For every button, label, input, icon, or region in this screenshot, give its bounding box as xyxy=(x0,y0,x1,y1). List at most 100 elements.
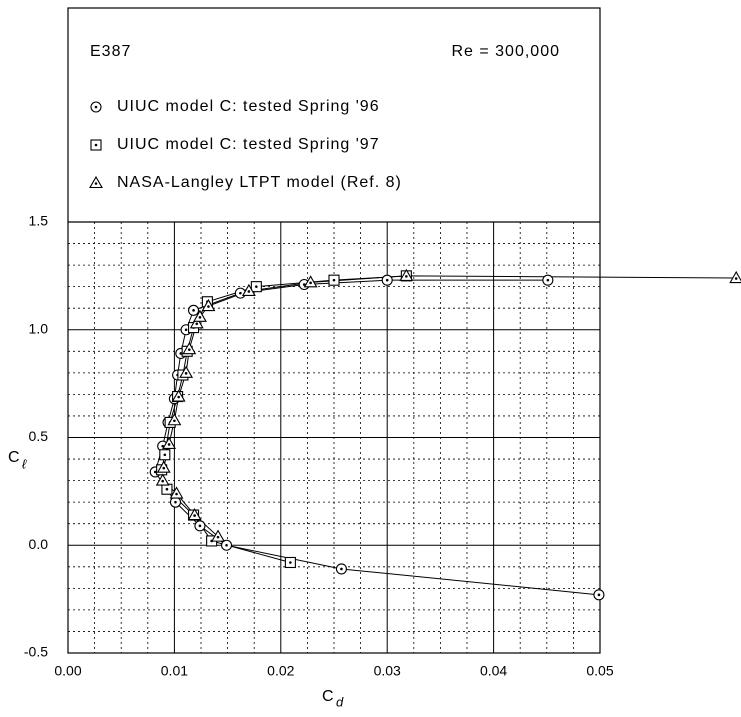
marker xyxy=(179,365,194,378)
legend-entry: NASA-Langley LTPT model (Ref. 8) xyxy=(89,174,402,191)
marker-dot xyxy=(193,514,196,517)
x-tick-label: 0.04 xyxy=(480,663,507,679)
marker xyxy=(188,304,200,316)
marker xyxy=(162,436,177,450)
marker-dot xyxy=(734,277,738,280)
marker-shape xyxy=(729,270,741,284)
marker xyxy=(171,389,186,402)
marker-dot xyxy=(167,443,171,446)
marker xyxy=(284,556,296,569)
reynolds-number: Re = 300,000 xyxy=(451,43,560,60)
marker-dot xyxy=(184,328,188,332)
y-label-main: C xyxy=(8,449,21,466)
marker xyxy=(399,268,414,281)
x-tick-label: 0.01 xyxy=(161,663,188,679)
y-tick-label: 1.5 xyxy=(29,213,49,229)
x-tick-label: 0.00 xyxy=(54,663,81,679)
legend-entry: UIUC model C: tested Spring '97 xyxy=(90,136,380,153)
marker xyxy=(220,539,233,551)
marker xyxy=(250,281,262,293)
grid xyxy=(67,221,601,654)
marker-dot xyxy=(174,500,177,504)
marker xyxy=(593,589,605,601)
y-axis-label: C ℓ xyxy=(8,449,27,471)
x-label-sub: d xyxy=(336,694,344,709)
x-tick-label: 0.02 xyxy=(267,663,294,679)
marker xyxy=(159,449,171,461)
marker-dot xyxy=(405,275,408,278)
marker xyxy=(241,283,256,297)
marker-dot xyxy=(94,143,98,147)
marker-dot xyxy=(216,535,220,539)
marker-dot xyxy=(239,291,242,295)
x-label-main: C xyxy=(322,688,335,705)
marker-dot xyxy=(94,105,98,109)
marker xyxy=(192,309,207,322)
marker-dot xyxy=(173,419,176,423)
marker xyxy=(303,275,318,288)
marker-dot xyxy=(161,479,164,483)
series-line xyxy=(162,275,737,537)
marker-dot xyxy=(179,352,183,355)
marker-dot xyxy=(187,348,191,351)
y-tick-label: 1.0 xyxy=(29,320,49,336)
marker-dot xyxy=(153,470,157,474)
marker-dot xyxy=(340,567,343,571)
y-tick-label: 0.5 xyxy=(29,428,49,444)
marker xyxy=(169,486,184,499)
marker xyxy=(90,139,102,151)
marker xyxy=(89,175,103,189)
marker xyxy=(156,460,171,473)
marker-dot xyxy=(309,281,312,285)
y-tick-label: 0.0 xyxy=(29,536,49,552)
marker-dot xyxy=(546,278,550,282)
marker xyxy=(155,473,170,486)
marker-dot xyxy=(207,305,210,308)
marker-dot xyxy=(161,444,164,448)
marker-dot xyxy=(184,372,188,375)
marker-dot xyxy=(165,487,169,491)
marker xyxy=(381,274,393,286)
marker-dot xyxy=(198,316,202,319)
marker-dot xyxy=(192,309,195,312)
marker xyxy=(167,413,182,426)
marker-dot xyxy=(385,278,389,282)
legend-label: UIUC model C: tested Spring '97 xyxy=(117,136,380,153)
y-tick-label: -0.5 xyxy=(24,644,48,660)
marker-dot xyxy=(175,492,178,496)
marker xyxy=(328,274,340,286)
marker xyxy=(201,298,216,312)
x-tick-label: 0.05 xyxy=(586,663,613,679)
marker xyxy=(169,496,182,508)
marker xyxy=(211,529,225,542)
marker-dot xyxy=(302,283,306,286)
marker xyxy=(194,520,206,532)
marker xyxy=(161,483,173,495)
x-axis-label: C d xyxy=(322,688,344,709)
legend-entry: UIUC model C: tested Spring '96 xyxy=(90,98,380,115)
legend-label: NASA-Langley LTPT model (Ref. 8) xyxy=(117,174,402,191)
marker-dot xyxy=(332,278,336,282)
marker xyxy=(189,316,204,329)
marker xyxy=(335,563,347,575)
marker xyxy=(90,101,102,113)
marker-dot xyxy=(163,453,167,457)
marker xyxy=(729,270,741,284)
x-tick-label: 0.03 xyxy=(374,663,401,679)
marker xyxy=(182,342,197,355)
y-label-sub: ℓ xyxy=(22,456,27,471)
marker-dot xyxy=(162,466,166,470)
marker-dot xyxy=(247,290,251,293)
marker-dot xyxy=(198,524,202,528)
legend-label: UIUC model C: tested Spring '96 xyxy=(117,98,380,115)
marker-dot xyxy=(195,322,199,326)
marker-dot xyxy=(597,593,601,597)
marker xyxy=(542,274,554,286)
marker-dot xyxy=(289,561,292,564)
marker-dot xyxy=(177,395,180,399)
marker-dot xyxy=(255,285,258,288)
marker-dot xyxy=(225,543,228,547)
marker xyxy=(187,507,202,521)
marker-dot xyxy=(94,182,98,185)
